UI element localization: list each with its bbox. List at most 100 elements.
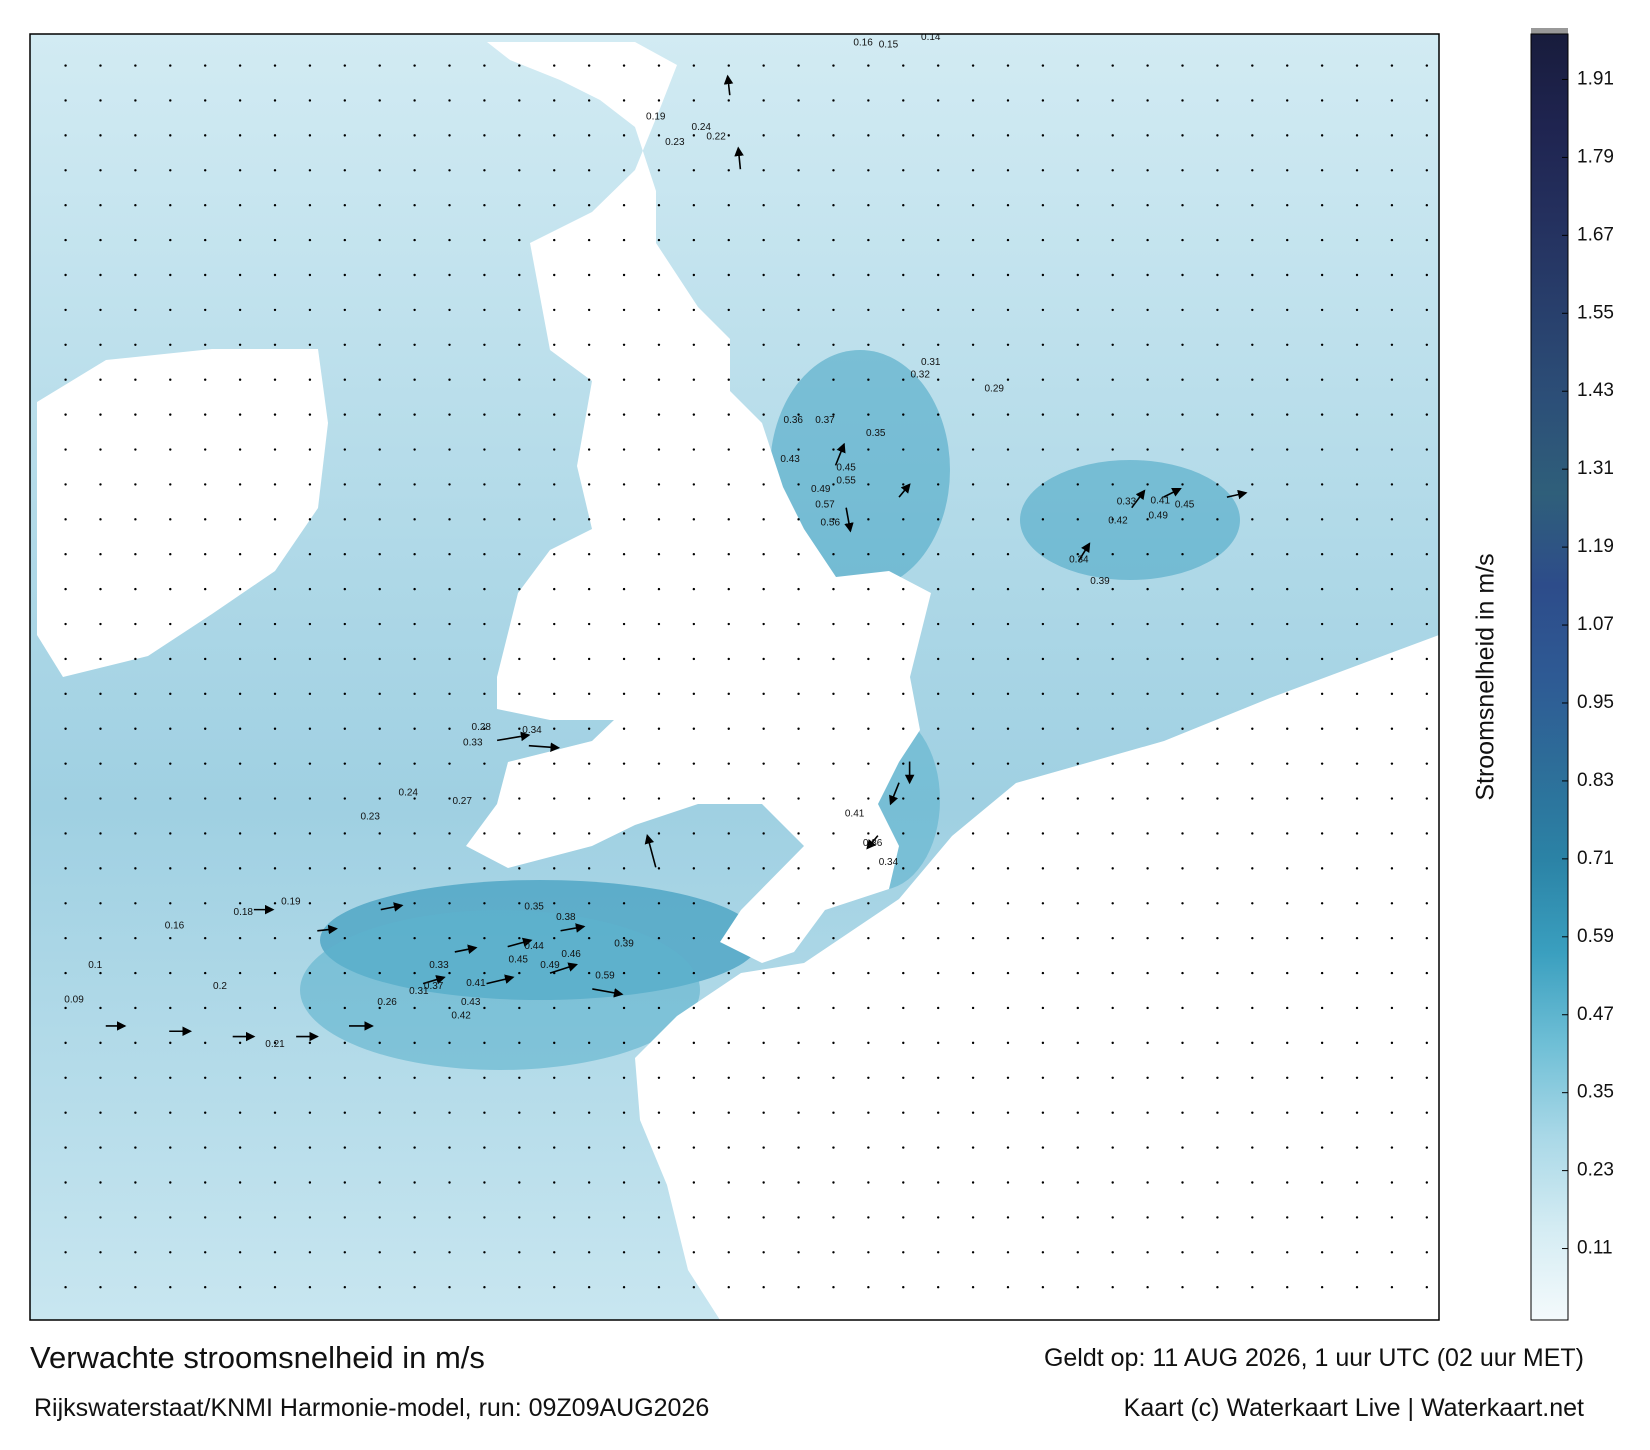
grid-dot xyxy=(832,971,835,975)
grid-dot xyxy=(413,1041,416,1045)
grid-dot xyxy=(1146,1286,1149,1289)
grid-dot xyxy=(1286,587,1289,591)
grid-dot xyxy=(936,1146,940,1149)
grid-dot xyxy=(936,99,940,102)
speed-label: 0.2 xyxy=(213,981,227,992)
grid-dot xyxy=(134,1181,137,1184)
grid-dot xyxy=(483,273,486,277)
grid-dot xyxy=(622,797,626,800)
grid-dot xyxy=(1181,343,1184,347)
grid-dot xyxy=(448,448,451,451)
grid-dot xyxy=(797,99,800,102)
grid-dot xyxy=(99,832,102,835)
grid-dot xyxy=(413,308,416,312)
grid-dot xyxy=(343,134,347,137)
grid-dot xyxy=(727,587,730,591)
grid-dot xyxy=(727,936,730,940)
grid-dot xyxy=(448,832,451,835)
grid-dot xyxy=(936,587,940,591)
grid-dot xyxy=(1320,832,1324,835)
grid-dot xyxy=(622,1286,626,1289)
grid-dot xyxy=(64,797,67,800)
grid-dot xyxy=(936,1111,940,1114)
grid-dot xyxy=(657,971,661,975)
grid-dot xyxy=(1286,169,1289,172)
speed-label: 0.16 xyxy=(853,37,873,48)
grid-dot xyxy=(1006,1006,1010,1010)
grid-dot xyxy=(273,692,277,696)
grid-dot xyxy=(1111,238,1114,242)
grid-dot xyxy=(1216,727,1219,730)
grid-dot xyxy=(448,203,451,207)
grid-dot xyxy=(413,1146,416,1149)
grid-dot xyxy=(692,134,696,137)
grid-dot xyxy=(1111,692,1114,696)
grid-dot xyxy=(64,657,67,661)
grid-dot xyxy=(797,238,800,242)
grid-dot xyxy=(832,867,835,870)
grid-dot xyxy=(1286,727,1289,730)
grid-dot xyxy=(273,797,277,800)
grid-dot xyxy=(587,99,591,102)
grid-dot xyxy=(553,134,556,137)
grid-dot xyxy=(378,657,381,661)
grid-dot xyxy=(692,1041,696,1045)
grid-dot xyxy=(203,378,207,381)
grid-dot xyxy=(518,413,521,416)
grid-dot xyxy=(99,936,102,940)
grid-dot xyxy=(1041,832,1045,835)
grid-dot xyxy=(1286,378,1289,381)
grid-dot xyxy=(134,553,137,556)
grid-dot xyxy=(413,1006,416,1010)
grid-dot xyxy=(134,936,137,940)
grid-dot xyxy=(378,1251,381,1254)
grid-dot xyxy=(832,308,835,312)
grid-dot xyxy=(1320,1286,1324,1289)
grid-dot xyxy=(483,762,486,765)
grid-dot xyxy=(378,448,381,451)
grid-dot xyxy=(867,902,870,905)
grid-dot xyxy=(1181,727,1184,730)
grid-dot xyxy=(238,1181,242,1184)
grid-dot xyxy=(343,622,347,626)
grid-dot xyxy=(622,343,626,347)
grid-dot xyxy=(1181,1181,1184,1184)
grid-dot xyxy=(692,518,696,521)
current-arrow xyxy=(898,483,911,498)
grid-dot xyxy=(273,343,277,347)
speed-label: 0.15 xyxy=(879,40,899,51)
grid-dot xyxy=(1355,867,1359,870)
grid-dot xyxy=(1181,553,1184,556)
grid-dot xyxy=(1041,343,1045,347)
grid-dot xyxy=(343,867,347,870)
grid-dot xyxy=(203,1076,207,1079)
grid-dot xyxy=(448,867,451,870)
speed-label: 0.21 xyxy=(265,1039,285,1050)
grid-dot xyxy=(553,1076,556,1079)
current-arrow xyxy=(317,924,338,935)
grid-dot xyxy=(518,622,521,626)
grid-dot xyxy=(483,727,486,730)
grid-dot xyxy=(1320,1111,1324,1114)
grid-dot xyxy=(1251,308,1254,312)
grid-dot xyxy=(1286,622,1289,626)
grid-dot xyxy=(1006,832,1010,835)
grid-dot xyxy=(936,134,940,137)
grid-dot xyxy=(134,169,137,172)
grid-dot xyxy=(971,1006,975,1010)
grid-dot xyxy=(343,587,347,591)
grid-dot xyxy=(1216,448,1219,451)
grid-dot xyxy=(587,273,591,277)
grid-dot xyxy=(1425,936,1429,940)
grid-dot xyxy=(483,971,486,975)
grid-dot xyxy=(343,1076,347,1079)
grid-dot xyxy=(99,378,102,381)
grid-dot xyxy=(169,867,172,870)
grid-dot xyxy=(971,692,975,696)
grid-dot xyxy=(1390,343,1394,347)
speed-label: 0.33 xyxy=(1117,497,1137,508)
grid-dot xyxy=(727,308,730,312)
grid-dot xyxy=(448,1216,451,1219)
grid-dot xyxy=(343,1041,347,1045)
grid-dot xyxy=(1216,203,1219,207)
